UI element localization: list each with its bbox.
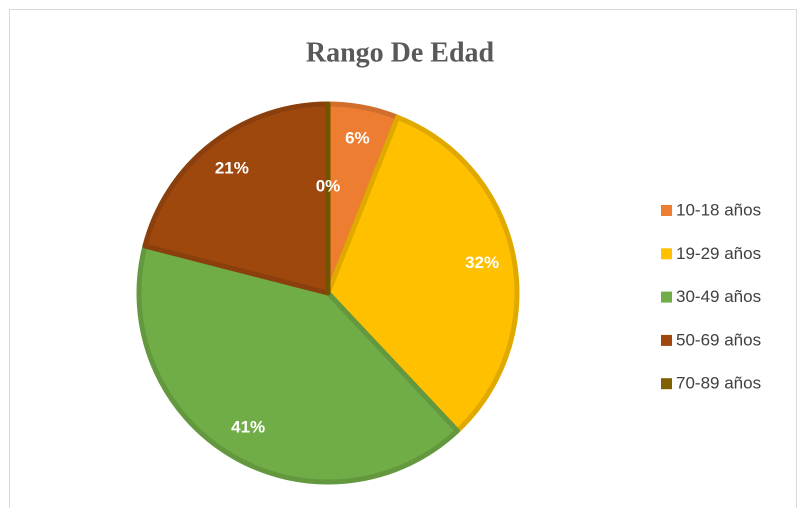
data-label: 21%: [215, 159, 249, 178]
legend-label: 30-49 años: [676, 287, 761, 306]
legend-swatch: [661, 378, 672, 390]
data-label: 0%: [316, 177, 341, 196]
legend-swatch: [661, 334, 672, 346]
legend-label: 70-89 años: [676, 374, 761, 393]
legend-swatch: [661, 205, 672, 216]
legend-label: 19-29 años: [676, 244, 761, 263]
legend-label: 10-18 años: [676, 200, 761, 219]
legend-swatch: [661, 248, 672, 260]
pie-slice: [136, 243, 460, 485]
pie-slice: [325, 114, 520, 434]
pie-slice: [142, 101, 331, 296]
chart-title: Rango De Edad: [306, 37, 495, 68]
data-label: 32%: [465, 253, 499, 272]
data-label: 6%: [345, 128, 370, 147]
data-label: 41%: [231, 418, 265, 437]
legend-label: 50-69 años: [676, 330, 761, 349]
legend-swatch: [661, 291, 672, 303]
